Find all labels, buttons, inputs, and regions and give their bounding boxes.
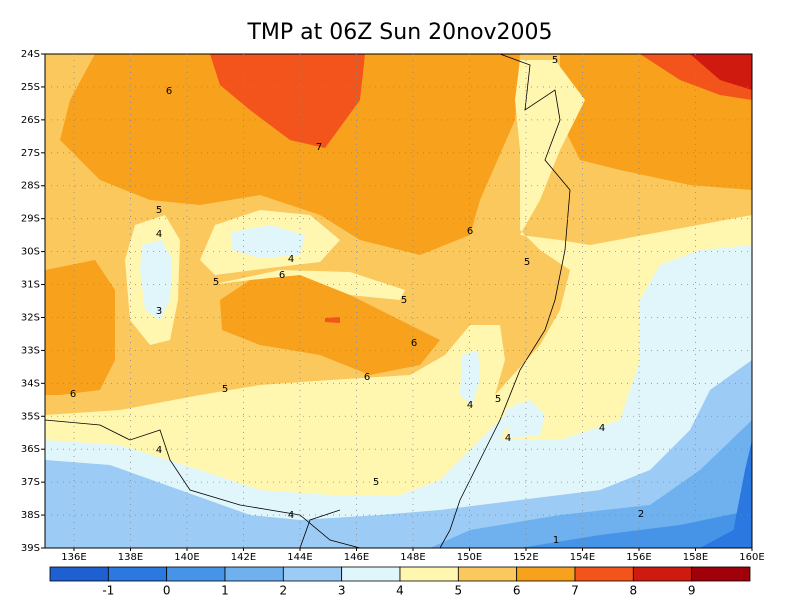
contour-label: 6 bbox=[279, 270, 285, 281]
colorbar-label: 1 bbox=[221, 584, 229, 598]
lat-label: 35S bbox=[21, 411, 40, 422]
contour-label: 4 bbox=[599, 423, 605, 434]
lat-label: 37S bbox=[21, 477, 40, 488]
colorbar-label: 4 bbox=[396, 584, 404, 598]
contour-label: 5 bbox=[495, 394, 501, 405]
colorbar-box bbox=[574, 566, 634, 582]
colorbar-label: -1 bbox=[102, 584, 114, 598]
contour-label: 4 bbox=[505, 433, 511, 444]
lat-label: 33S bbox=[21, 345, 40, 356]
contour-label: 6 bbox=[411, 338, 417, 349]
temperature-field bbox=[45, 54, 752, 548]
lat-label: 36S bbox=[21, 444, 40, 455]
lon-label: 138E bbox=[118, 552, 143, 563]
lat-label: 30S bbox=[21, 247, 40, 258]
colorbar: -1 0 1 2 3 4 5 6 7 8 9 bbox=[49, 566, 751, 598]
colorbar-box bbox=[224, 566, 284, 582]
lat-label: 29S bbox=[21, 214, 40, 225]
lon-label: 158E bbox=[683, 552, 708, 563]
contour-label: 6 bbox=[166, 86, 172, 97]
graticule bbox=[45, 54, 752, 548]
contour-label: 6 bbox=[70, 389, 76, 400]
lon-label: 160E bbox=[739, 552, 764, 563]
lon-label: 146E bbox=[344, 552, 369, 563]
colorbar-box bbox=[516, 566, 576, 582]
contour-label: 1 bbox=[553, 535, 559, 546]
colorbar-label: 3 bbox=[338, 584, 346, 598]
colorbar-label: 9 bbox=[688, 584, 696, 598]
lat-label: 39S bbox=[21, 543, 40, 554]
contour-label: 4 bbox=[288, 254, 294, 265]
colorbar-label: 8 bbox=[630, 584, 638, 598]
contour-label: 4 bbox=[156, 229, 162, 240]
contour-label: 4 bbox=[156, 445, 162, 456]
lon-label: 150E bbox=[457, 552, 482, 563]
colorbar-box bbox=[399, 566, 459, 582]
contour-label: 2 bbox=[638, 509, 644, 520]
lat-label: 26S bbox=[21, 115, 40, 126]
colorbar-box bbox=[632, 566, 693, 582]
colorbar-box bbox=[166, 566, 226, 582]
lon-label: 154E bbox=[570, 552, 595, 563]
contour-label: 4 bbox=[467, 400, 473, 411]
contour-label: 5 bbox=[213, 277, 219, 288]
axis-labels: 24S 25S 26S 27S 28S 29S 30S 31S 32S 33S 34S 35S 36S 3… bbox=[21, 49, 765, 563]
lon-label: 152E bbox=[513, 552, 538, 563]
contour-label: 3 bbox=[156, 306, 162, 317]
lon-label: 144E bbox=[287, 552, 312, 563]
contour-label: 5 bbox=[524, 257, 530, 268]
colorbar-box bbox=[341, 566, 401, 582]
colorbar-label: 0 bbox=[163, 584, 171, 598]
colorbar-label: 7 bbox=[571, 584, 579, 598]
lat-label: 32S bbox=[21, 312, 40, 323]
contour-labels: 6 7 5 5 4 3 4 6 5 5 6 5 6 6 5 6 4 5 4 4 … bbox=[70, 55, 644, 546]
lat-label: 28S bbox=[21, 181, 40, 192]
contour-label: 5 bbox=[401, 295, 407, 306]
colorbar-label: 2 bbox=[280, 584, 288, 598]
lon-label: 136E bbox=[61, 552, 86, 563]
lat-label: 34S bbox=[21, 378, 40, 389]
lat-label: 27S bbox=[21, 148, 40, 159]
contour-label: 5 bbox=[156, 205, 162, 216]
lat-label: 31S bbox=[21, 280, 40, 291]
contour-label: 4 bbox=[288, 510, 294, 521]
contour-label: 5 bbox=[373, 477, 379, 488]
lon-label: 148E bbox=[400, 552, 425, 563]
lon-label: 142E bbox=[231, 552, 256, 563]
colorbar-box bbox=[49, 566, 109, 582]
colorbar-label: 5 bbox=[455, 584, 463, 598]
contour-label: 7 bbox=[316, 142, 322, 153]
colorbar-box bbox=[107, 566, 168, 582]
lat-label: 25S bbox=[21, 82, 40, 93]
lon-label: 140E bbox=[174, 552, 199, 563]
map-frame bbox=[44, 53, 753, 549]
contour-label: 5 bbox=[552, 55, 558, 66]
colorbar-box bbox=[691, 566, 751, 582]
colorbar-box bbox=[457, 566, 518, 582]
lat-label: 38S bbox=[21, 510, 40, 521]
colorbar-label: 6 bbox=[513, 584, 521, 598]
map-title: TMP at 06Z Sun 20nov2005 bbox=[246, 20, 552, 45]
lon-label: 156E bbox=[626, 552, 651, 563]
lat-label: 24S bbox=[21, 49, 40, 60]
contour-label: 5 bbox=[222, 384, 228, 395]
contour-label: 6 bbox=[364, 372, 370, 383]
contour-label: 6 bbox=[467, 226, 473, 237]
colorbar-box bbox=[282, 566, 343, 582]
